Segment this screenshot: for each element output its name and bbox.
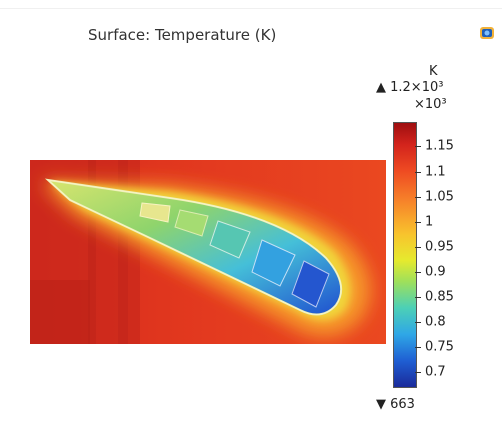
colorbar-tick-mark	[415, 197, 421, 198]
colorbar-tick-label: 0.8	[425, 314, 446, 330]
colorbar-tick-label: 1.15	[425, 138, 454, 154]
colorbar-min-label: ▼ 663	[376, 397, 415, 412]
colorbar-tick-mark	[415, 172, 421, 173]
colorbar-unit: K	[429, 64, 438, 79]
colorbar-tick-mark	[415, 146, 421, 147]
colorbar-tick-label: 0.95	[425, 239, 454, 255]
colorbar-tick-label: 0.7	[425, 364, 446, 380]
colorbar-tick-label: 1.05	[425, 189, 454, 205]
colorbar-max-label: ▲ 1.2×10³	[376, 80, 444, 95]
colorbar-tick-mark	[415, 297, 421, 298]
vertical-strip-2	[118, 160, 128, 344]
colorbar-tick-label: 0.85	[425, 289, 454, 305]
lower-block	[30, 280, 90, 344]
colorbar-tick-mark	[415, 322, 421, 323]
cooling-passage-1	[139, 202, 171, 223]
vertical-strip-1	[88, 160, 96, 344]
colorbar-tick-mark	[415, 222, 421, 223]
plot-title: Surface: Temperature (K)	[88, 26, 277, 44]
top-divider	[0, 8, 502, 9]
cooling-passage-3	[209, 220, 251, 259]
colorbar-tick-label: 0.75	[425, 339, 454, 355]
colorbar-tick-mark	[415, 372, 421, 373]
colorbar-gradient	[393, 122, 417, 388]
colorbar-tick-group: 1.15 1.1 1.05 1 0.95 0.9 0.85 0.8 0.75 0…	[415, 122, 455, 388]
colorbar-tick-mark	[415, 247, 421, 248]
cooling-passage-5	[291, 260, 330, 308]
colorbar-tick-mark	[415, 347, 421, 348]
colorbar-tick-mark	[415, 272, 421, 273]
camera-icon[interactable]	[479, 25, 495, 41]
temperature-surface-plot	[30, 160, 386, 344]
cooling-passage-2	[174, 209, 209, 237]
colorbar-tick-label: 0.9	[425, 264, 446, 280]
colorbar-tick-label: 1.1	[425, 164, 446, 180]
colorbar-tick-label: 1	[425, 214, 434, 230]
cooling-passage-4	[251, 239, 296, 287]
airfoil-outline	[46, 179, 342, 316]
colorbar-multiplier: ×10³	[414, 97, 447, 112]
